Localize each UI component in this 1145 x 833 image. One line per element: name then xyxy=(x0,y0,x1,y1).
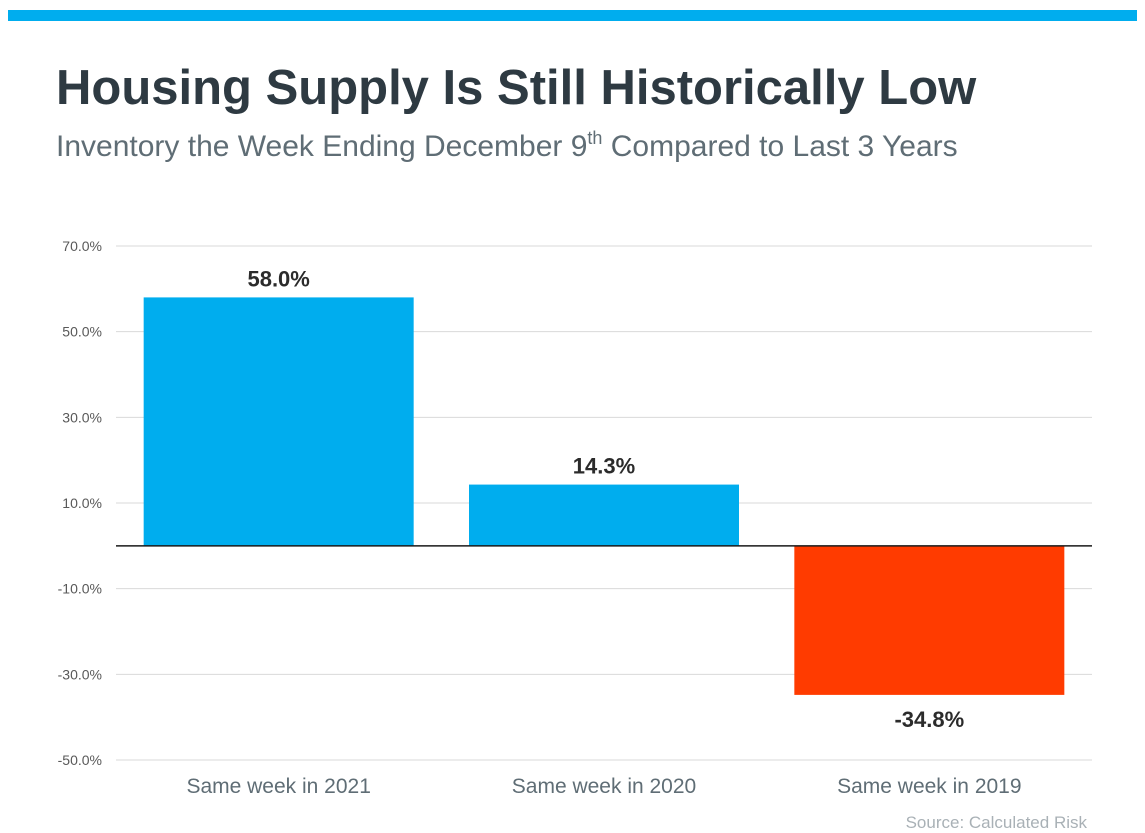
x-category-label: Same week in 2021 xyxy=(186,775,370,798)
source-note: Source: Calculated Risk xyxy=(905,813,1087,832)
bar-value-labels: 58.0% 14.3% -34.8% xyxy=(247,266,964,731)
y-tick-label: -30.0% xyxy=(58,666,102,682)
bar xyxy=(143,297,414,546)
chart-subtitle: Inventory the Week Ending December 9th C… xyxy=(56,128,958,166)
subtitle-superscript: th xyxy=(587,128,603,148)
bar xyxy=(469,484,739,546)
bar xyxy=(794,545,1065,695)
bar-value-label: -34.8% xyxy=(894,707,964,732)
bars xyxy=(143,297,1065,695)
y-tick-label: 30.0% xyxy=(62,409,102,425)
bar-value-label: 14.3% xyxy=(573,454,635,479)
y-tick-label: 50.0% xyxy=(62,324,102,340)
bar-value-label: 58.0% xyxy=(247,266,309,291)
y-tick-label: -50.0% xyxy=(58,752,102,768)
y-tick-label: 10.0% xyxy=(62,495,102,511)
x-axis-category-labels: Same week in 2021 Same week in 2020 Same w… xyxy=(186,775,1021,798)
subtitle-text-start: Inventory the Week Ending December 9 xyxy=(56,130,588,163)
y-tick-label: -10.0% xyxy=(58,581,102,597)
subtitle-text-end: Compared to Last 3 Years xyxy=(602,130,958,163)
chart-title: Housing Supply Is Still Historically Low xyxy=(56,61,977,115)
y-axis-tick-labels: 70.0% 50.0% 30.0% 10.0% -10.0% -30.0% -50.0% xyxy=(58,238,102,768)
x-category-label: Same week in 2019 xyxy=(837,775,1021,798)
y-tick-label: 70.0% xyxy=(62,238,102,254)
x-category-label: Same week in 2020 xyxy=(512,775,696,798)
top-accent-bar xyxy=(8,10,1137,21)
